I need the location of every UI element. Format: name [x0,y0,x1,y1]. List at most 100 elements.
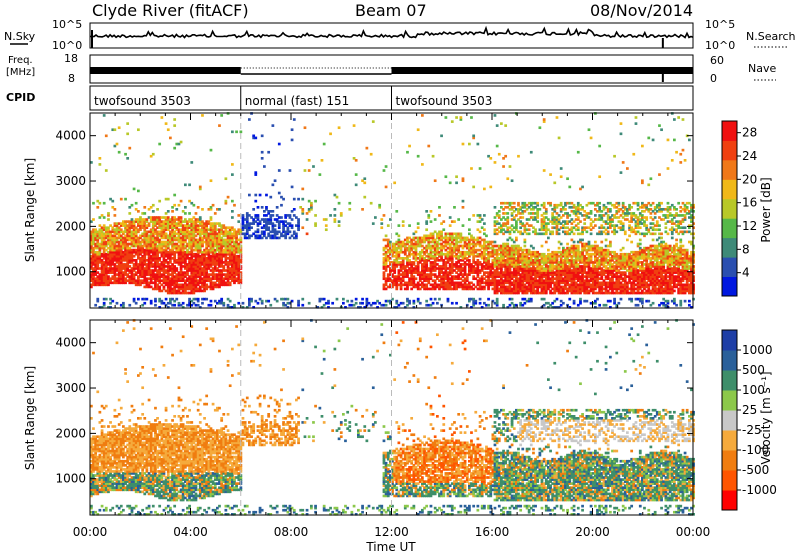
data-cell [173,281,177,285]
data-cell [273,232,277,236]
data-cell [151,252,155,256]
data-cell [203,277,206,281]
data-cell [184,240,187,244]
data-cell [203,250,206,254]
data-cell [297,301,300,305]
data-cell [502,279,505,283]
data-cell [113,248,117,252]
data-cell [164,212,168,215]
data-cell [192,259,196,262]
data-cell [92,252,95,256]
data-cell [237,275,241,278]
data-cell [158,246,162,250]
data-cell [141,275,145,278]
data-cell [207,259,211,262]
data-cell [149,301,153,305]
data-cell [468,297,471,301]
data-cell [493,161,497,164]
data-cell [90,277,93,281]
data-cell [506,285,510,289]
data-cell [194,285,198,289]
data-cell [491,252,495,256]
data-cell [433,242,437,246]
data-cell [92,201,95,205]
data-cell [154,297,157,301]
data-cell [209,232,213,236]
data-cell [472,257,476,260]
data-cell [269,236,273,240]
data-cell [502,259,505,262]
data-cell [489,283,493,287]
data-cell [459,263,463,266]
data-cell [406,303,409,307]
data-cell [143,254,147,258]
data-cell [130,257,134,260]
data-cell [504,218,508,221]
data-cell [269,214,273,217]
data-cell [184,273,187,276]
data-cell [506,250,510,254]
data-cell [286,228,290,232]
data-cell [190,303,194,307]
data-cell [241,301,245,305]
data-cell [134,281,138,285]
data-cell [436,267,439,270]
data-cell [164,197,168,201]
data-cell [414,283,418,287]
data-cell [179,269,183,272]
data-cell [459,306,463,309]
data-cell [408,299,411,303]
data-cell [166,261,170,264]
data-cell [201,269,204,272]
data-cell [393,275,397,278]
data-cell [450,283,454,287]
data-cell [416,269,420,272]
data-cell [297,299,300,303]
data-cell [186,257,189,260]
data-cell [282,224,285,227]
data-cell [431,250,435,254]
data-cell [203,287,206,291]
data-cell [90,257,93,260]
data-cell [559,201,563,205]
data-cell [450,234,454,238]
data-cell [228,246,232,250]
data-cell [502,208,505,211]
data-cell [117,250,121,254]
data-cell [493,277,497,281]
data-cell [495,250,499,254]
data-cell [260,236,264,240]
data-cell [119,265,123,268]
data-cell [446,242,450,246]
data-cell [491,283,495,287]
data-cell [211,248,215,252]
data-cell [171,303,174,307]
data-cell [130,281,134,285]
data-cell [224,275,228,278]
data-cell [147,283,151,287]
data-cell [139,244,142,248]
data-cell [483,246,486,250]
data-cell [425,261,429,264]
data-cell [258,234,262,238]
data-cell [192,254,196,258]
data-cell [220,269,224,272]
data-cell [301,210,305,213]
data-cell [472,271,476,274]
data-cell [241,218,245,221]
data-cell [143,267,147,270]
data-cell [386,285,390,289]
data-cell [429,265,433,268]
data-cell [188,263,191,266]
data-cell [431,238,435,242]
data-cell [198,220,202,223]
data-cell [436,234,439,238]
data-cell [113,128,117,132]
data-cell [126,259,130,262]
data-cell [231,279,234,283]
data-cell [137,263,140,266]
data-cell [190,228,194,232]
data-cell [395,242,399,246]
data-cell [194,261,198,264]
data-cell [177,257,181,260]
